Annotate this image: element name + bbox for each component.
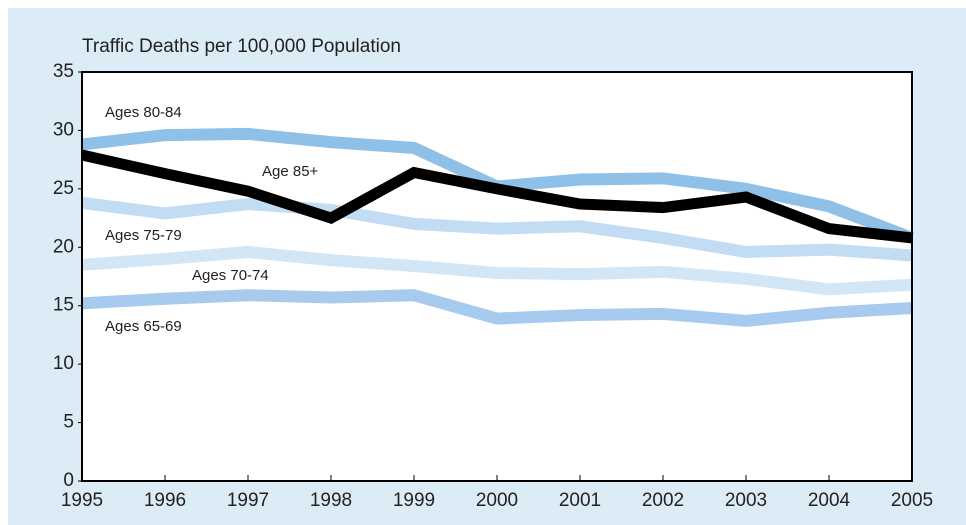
series-label: Ages 75-79 [105,227,182,244]
y-tick-label: 5 [63,412,74,433]
y-tick-label: 35 [53,61,74,82]
x-tick-label: 2000 [476,490,518,511]
series-label: Ages 80-84 [105,104,182,121]
y-tick-label: 10 [53,353,74,374]
x-tick-label: 2001 [559,490,601,511]
series-line [81,245,913,296]
series-line [80,149,913,244]
x-tick-label: 1999 [393,490,435,511]
x-tick-label: 2002 [642,490,684,511]
series-label: Age 85+ [262,163,319,180]
series-label: Ages 70-74 [192,267,269,284]
y-tick-label: 25 [53,178,74,199]
series-line [81,289,913,327]
x-tick-label: 1997 [227,490,269,511]
x-tick-label: 1995 [61,490,103,511]
x-tick-label: 2003 [725,490,767,511]
chart-title: Traffic Deaths per 100,000 Population [82,36,401,57]
series-label: Ages 65-69 [105,318,182,335]
x-tick-label: 1996 [144,490,186,511]
plot-frame [81,71,913,482]
series-line [81,196,913,262]
x-tick-label: 1998 [310,490,352,511]
y-tick-label: 30 [53,119,74,140]
y-tick-label: 15 [53,295,74,316]
y-tick-label: 20 [53,236,74,257]
x-tick-label: 2005 [891,490,933,511]
y-tick-label: 0 [63,470,74,491]
x-tick-label: 2004 [808,490,851,511]
